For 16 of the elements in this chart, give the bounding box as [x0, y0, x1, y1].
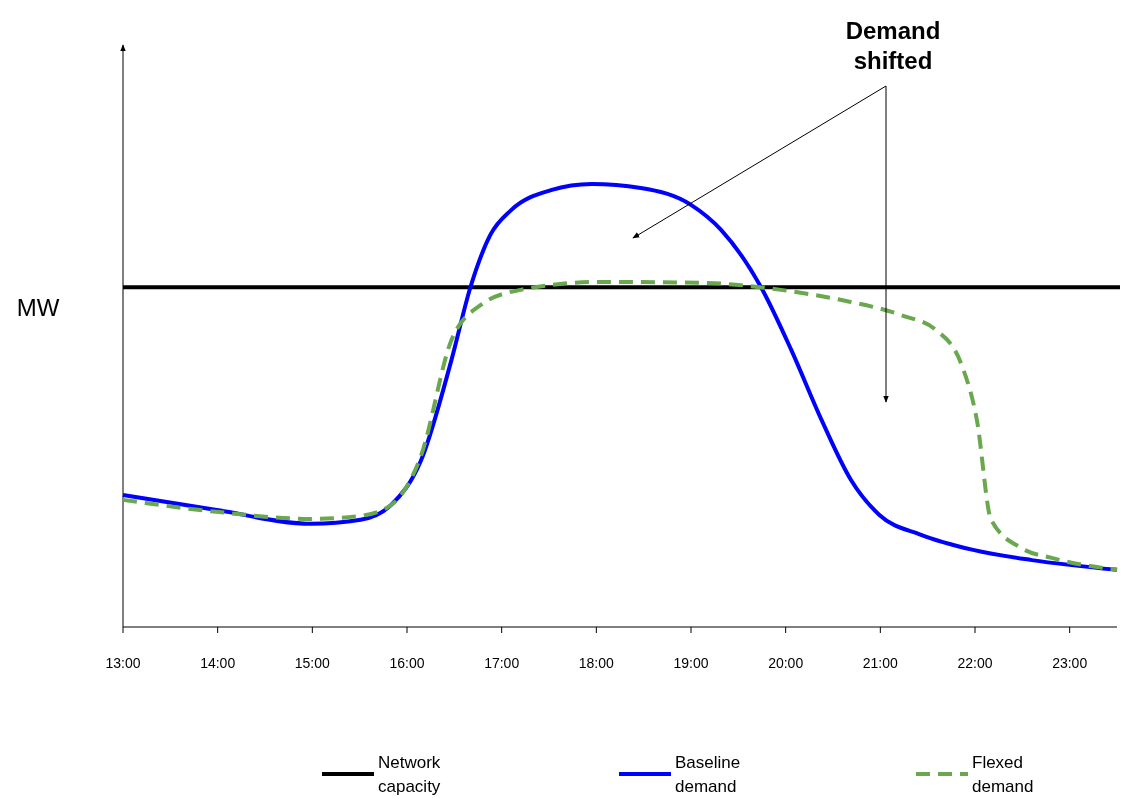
x-tick-label: 18:00: [578, 655, 615, 671]
legend-label: Flexed demand: [972, 753, 1034, 796]
x-tick-label: 17:00: [484, 655, 520, 671]
x-tick-label: 16:00: [389, 655, 425, 671]
text: Demand shifted: [845, 17, 941, 74]
x-tick-label: 13:00: [105, 655, 141, 671]
x-tick-label: 19:00: [673, 655, 709, 671]
x-tick-label: 23:00: [1052, 655, 1088, 671]
x-tick-label: 20:00: [768, 655, 804, 671]
x-tick-label: 21:00: [862, 655, 899, 671]
legend-label: Network capacity: [378, 753, 441, 796]
x-tick-label: 15:00: [294, 655, 331, 671]
legend-label: Baseline demand: [675, 753, 741, 796]
y-axis-title: MW: [16, 294, 60, 321]
x-tick-label: 22:00: [957, 655, 993, 671]
x-tick-label: 14:00: [200, 655, 236, 671]
